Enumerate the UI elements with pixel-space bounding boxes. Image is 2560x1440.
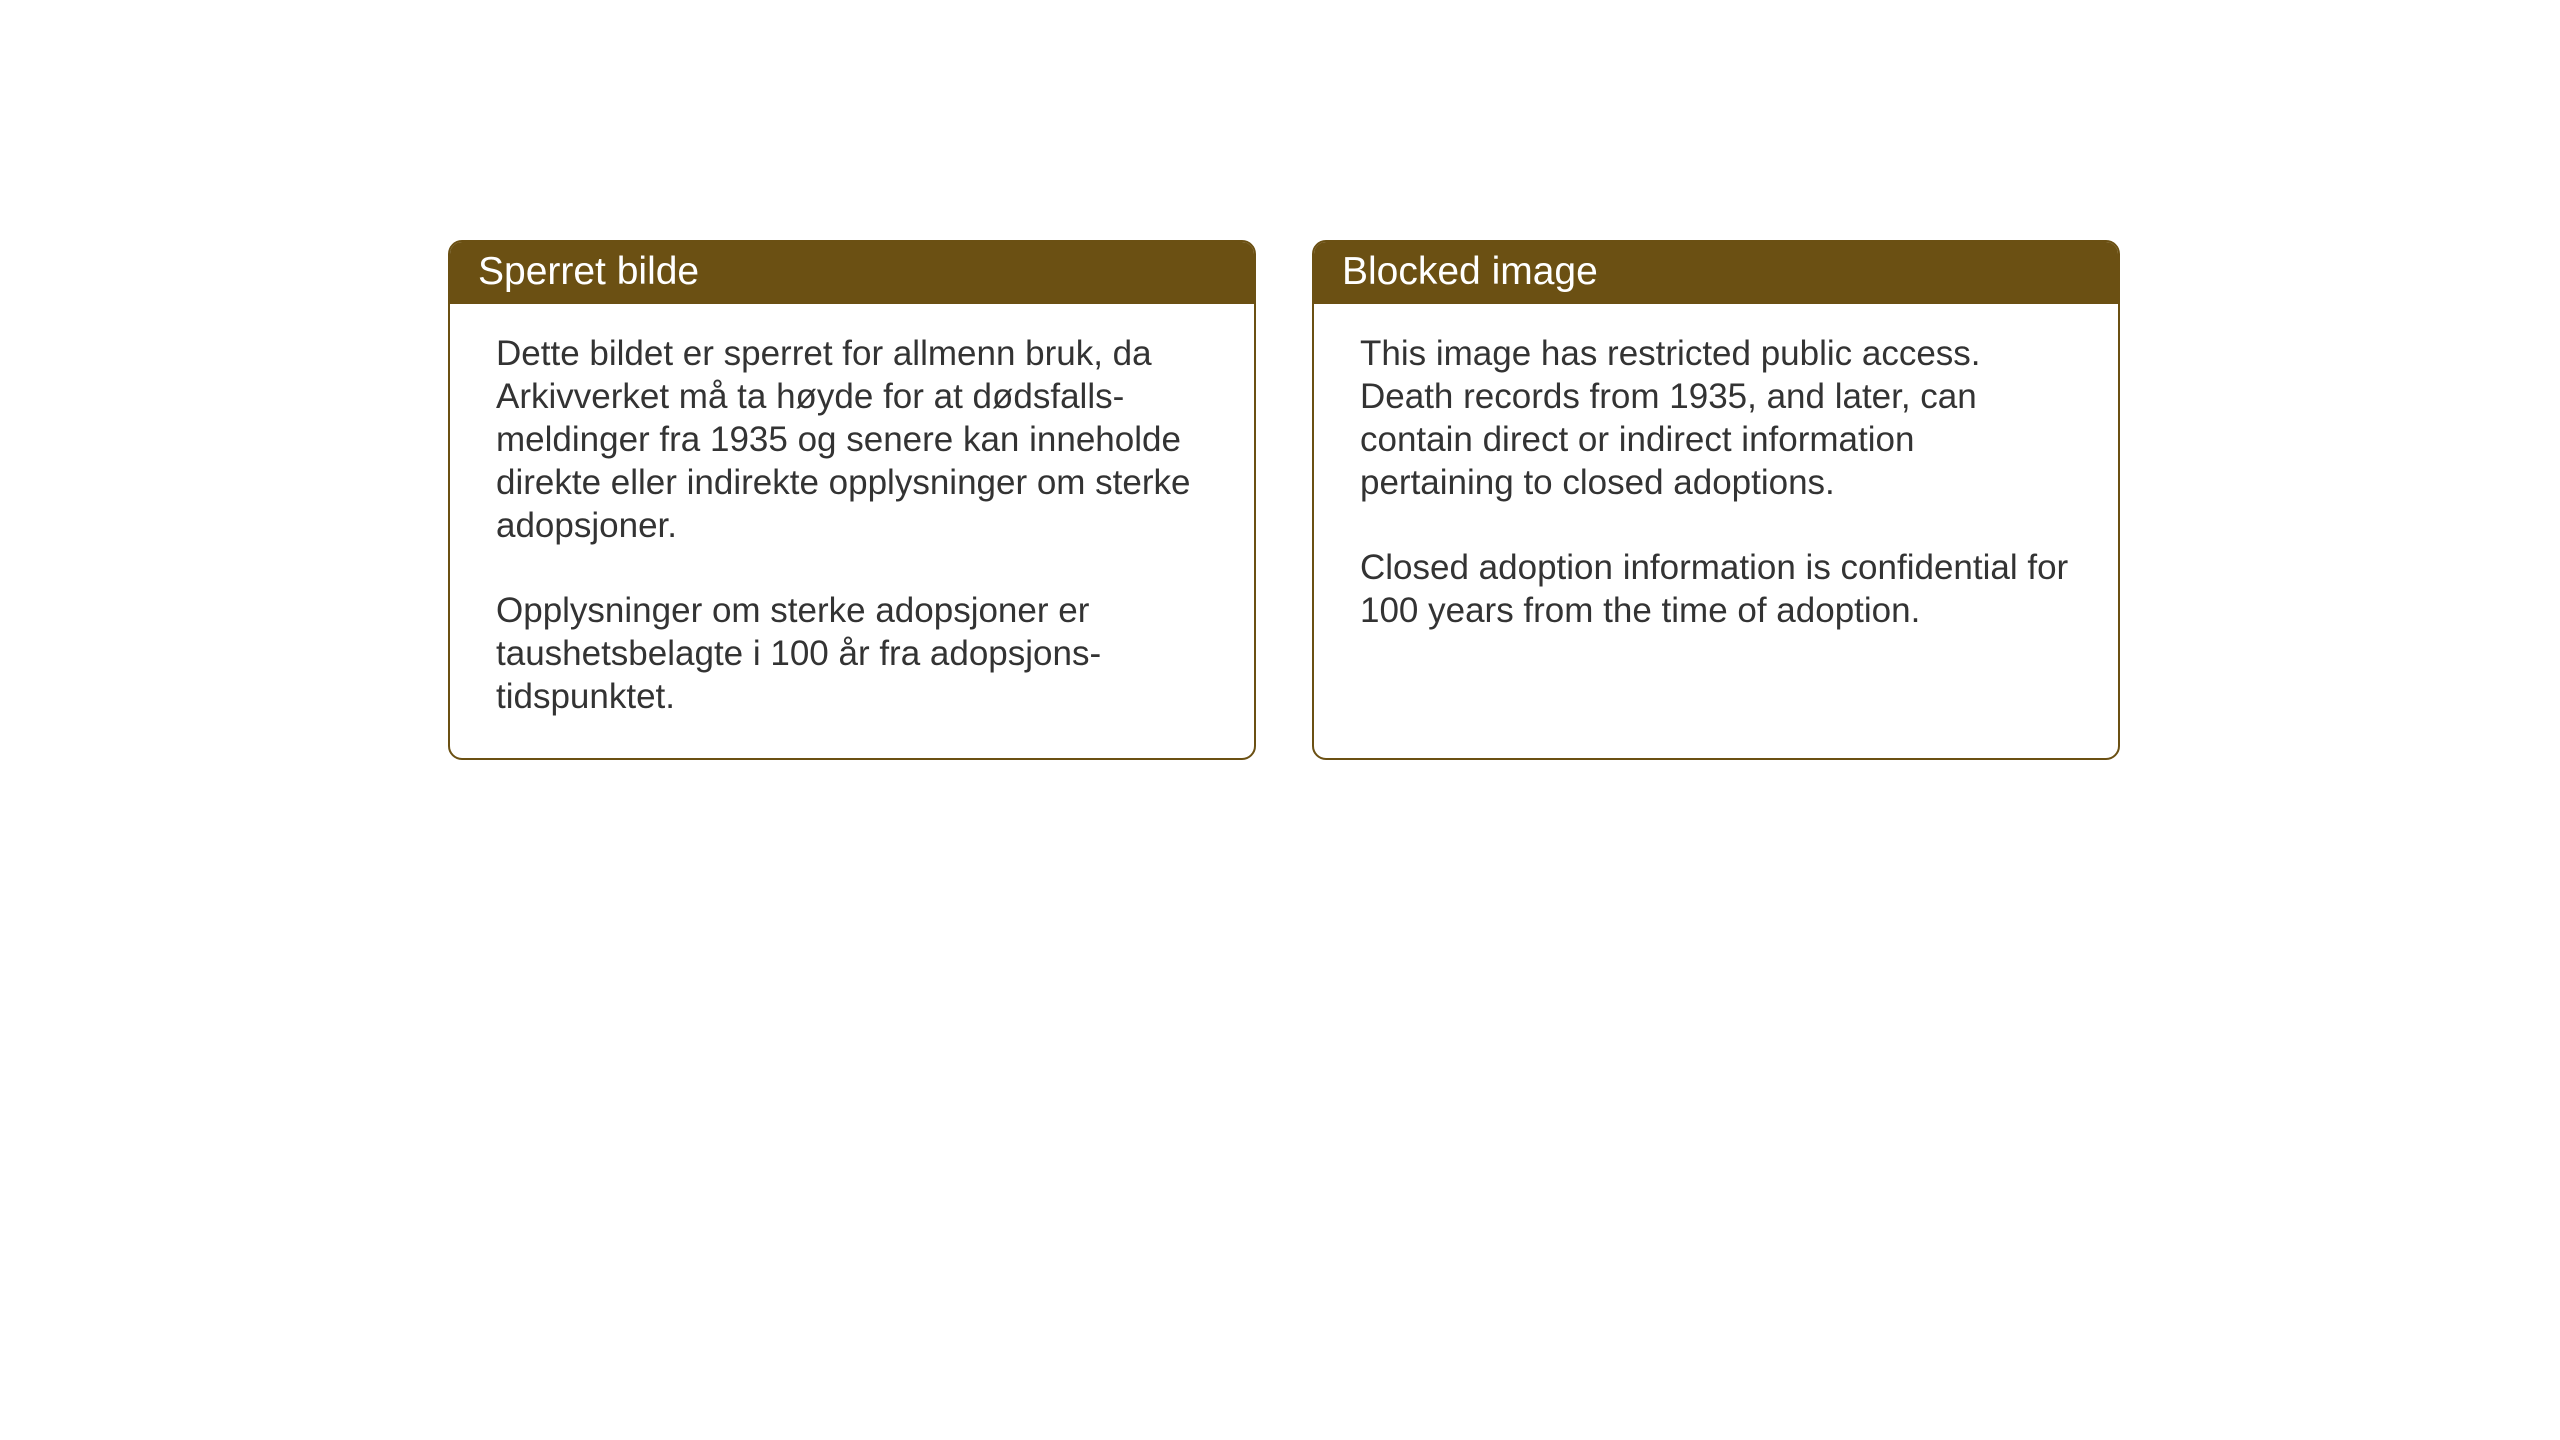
card-english-body: This image has restricted public access.… bbox=[1314, 304, 2118, 672]
card-english: Blocked image This image has restricted … bbox=[1312, 240, 2120, 760]
card-english-header: Blocked image bbox=[1314, 242, 2118, 304]
card-english-title: Blocked image bbox=[1342, 250, 1598, 293]
card-norwegian: Sperret bilde Dette bildet er sperret fo… bbox=[448, 240, 1256, 760]
card-norwegian-header: Sperret bilde bbox=[450, 242, 1254, 304]
cards-container: Sperret bilde Dette bildet er sperret fo… bbox=[0, 0, 2560, 760]
card-norwegian-paragraph-1: Dette bildet er sperret for allmenn bruk… bbox=[496, 332, 1208, 547]
card-english-paragraph-2: Closed adoption information is confident… bbox=[1360, 546, 2072, 632]
card-norwegian-paragraph-2: Opplysninger om sterke adopsjoner er tau… bbox=[496, 589, 1208, 718]
card-english-paragraph-1: This image has restricted public access.… bbox=[1360, 332, 2072, 504]
card-norwegian-body: Dette bildet er sperret for allmenn bruk… bbox=[450, 304, 1254, 758]
card-norwegian-title: Sperret bilde bbox=[478, 250, 699, 293]
